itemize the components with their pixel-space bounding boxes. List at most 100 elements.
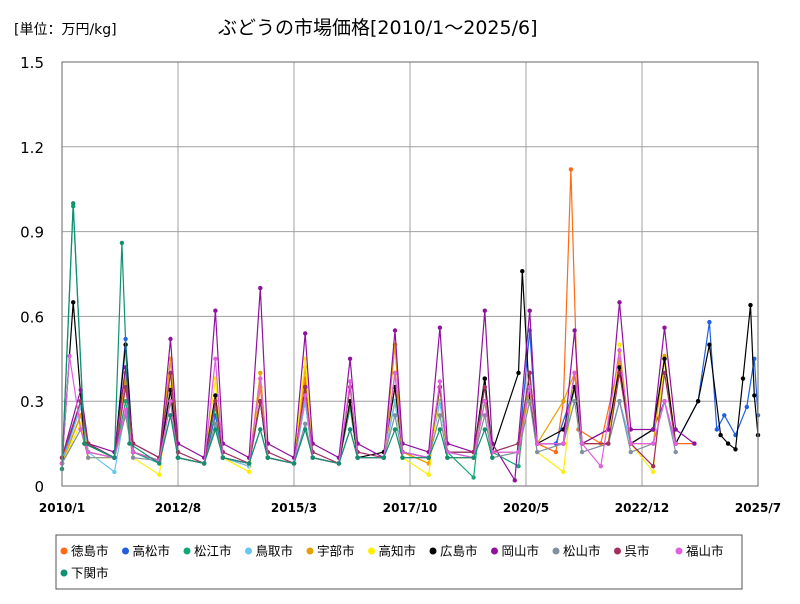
legend-label: 呉市 [625,544,650,559]
data-point [617,399,622,404]
data-point [673,449,678,455]
x-tick-label: 2017/10 [383,501,437,515]
data-point [82,441,87,446]
data-point [471,455,476,460]
data-point [392,413,398,418]
data-point [482,384,487,390]
data-point [527,399,532,404]
data-point [437,325,443,330]
data-point [651,441,656,446]
legend-item: 松山市 [552,544,601,559]
data-point [168,413,173,418]
data-point [527,308,532,313]
y-axis: 0 0.3 0.6 0.9 1.2 1.5 [20,54,44,496]
data-point [617,342,622,347]
data-point [617,300,622,305]
legend-label: 松江市 [194,544,232,559]
data-point [119,240,125,246]
legend-marker [491,547,498,555]
data-point [303,427,308,432]
data-point [213,421,218,426]
series-line [61,203,493,470]
legend-box [55,534,743,590]
data-point [246,461,252,466]
data-point [400,455,405,460]
data-point [714,427,719,432]
data-point [426,455,431,460]
series-3 [59,204,585,480]
data-point [355,455,360,460]
data-point [175,455,181,460]
legend-label: 岡山市 [502,544,540,559]
series-line [61,288,695,483]
data-point [437,379,443,384]
series-10 [59,370,678,469]
data-point [535,441,540,446]
legend-label: 松山市 [563,544,601,559]
data-point [651,469,656,475]
chart-title: ぶどうの市場価格[2010/1〜2025/6] [218,17,538,39]
data-point [303,331,308,336]
data-point [220,455,226,460]
legend-item: 鳥取市 [245,544,293,559]
data-point [168,370,173,376]
legend-marker [122,547,129,555]
data-point [722,413,727,418]
data-point [561,441,566,446]
data-point [482,427,487,432]
data-point [445,455,450,460]
series-12 [59,201,495,472]
y-tick-label: 0.9 [20,224,44,242]
data-point [482,376,487,381]
data-point [718,432,723,438]
data-point [617,370,622,376]
data-point [123,399,128,404]
data-point [561,469,566,475]
data-point [303,421,308,426]
data-point [651,464,656,469]
data-point [606,441,611,446]
data-point [695,399,701,404]
y-tick-label: 0 [34,478,44,496]
series-line [61,350,677,468]
data-point [112,455,117,460]
legend-marker [183,547,191,555]
series-6 [59,342,678,477]
legend-item: 徳島市 [60,544,109,559]
data-point [520,269,525,274]
data-point [78,427,83,432]
data-point [112,469,117,475]
legend-item: 下関市 [60,566,109,581]
series-11 [59,348,678,469]
data-point [258,376,263,381]
legend-item: 松江市 [183,544,232,559]
series-layer [59,167,761,483]
data-point [303,384,308,390]
legend-marker [306,547,314,555]
data-point [579,449,585,455]
data-point [516,370,521,376]
data-point [628,449,633,455]
data-point [392,328,398,333]
legend-item: 高松市 [122,544,170,559]
data-point [707,342,712,347]
x-tick-label: 2010/1 [39,501,85,515]
legend-item: 福山市 [675,544,724,559]
legend-label: 高知市 [379,544,417,559]
y-tick-label: 1.2 [20,139,44,157]
data-point [392,370,398,376]
data-point [71,300,76,305]
data-point [516,449,521,455]
data-point [579,441,585,446]
data-point [482,308,487,313]
x-tick-label: 2020/5 [503,501,549,515]
data-point [258,285,263,291]
data-point [130,455,136,460]
data-point [258,399,263,404]
y-tick-label: 0.3 [20,393,44,411]
data-point [303,393,308,398]
y-tick-label: 0.6 [20,308,44,326]
legend-marker [429,547,437,555]
data-point [381,455,386,460]
